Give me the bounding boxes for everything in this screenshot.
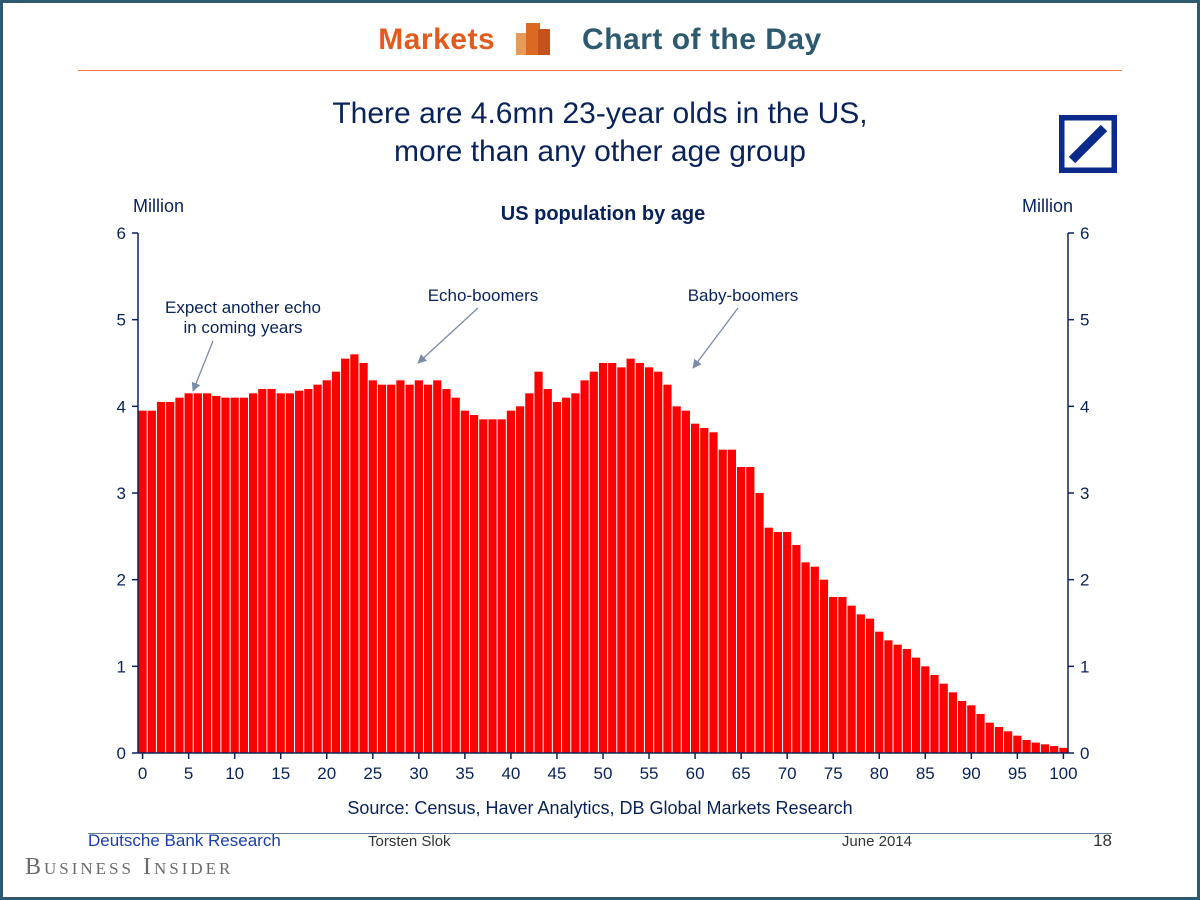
- svg-text:5: 5: [117, 311, 126, 330]
- svg-text:Baby-boomers: Baby-boomers: [688, 286, 799, 305]
- svg-text:20: 20: [317, 764, 336, 783]
- header-left-label: Markets: [378, 23, 495, 56]
- svg-text:2: 2: [117, 571, 126, 590]
- svg-text:6: 6: [1080, 224, 1089, 243]
- bar-chart-icon: [514, 21, 554, 60]
- svg-text:0: 0: [117, 744, 126, 763]
- svg-text:80: 80: [870, 764, 889, 783]
- title-line-2: more than any other age group: [3, 133, 1197, 171]
- population-bar-chart: US population by ageMillionMillion001122…: [88, 198, 1118, 798]
- svg-text:4: 4: [117, 397, 126, 416]
- svg-text:0: 0: [138, 764, 147, 783]
- chart-main-title: There are 4.6mn 23-year olds in the US, …: [3, 95, 1197, 170]
- footer-page-number: 18: [1093, 831, 1112, 851]
- svg-text:25: 25: [363, 764, 382, 783]
- svg-text:65: 65: [732, 764, 751, 783]
- deutsche-bank-logo-icon: [1059, 115, 1117, 178]
- svg-text:5: 5: [1080, 311, 1089, 330]
- svg-text:50: 50: [594, 764, 613, 783]
- svg-text:35: 35: [455, 764, 474, 783]
- header-right-label: Chart of the Day: [582, 23, 822, 56]
- footer-author: Torsten Slok: [368, 833, 451, 850]
- svg-text:1: 1: [1080, 657, 1089, 676]
- svg-text:Million: Million: [133, 198, 184, 216]
- title-line-1: There are 4.6mn 23-year olds in the US,: [3, 95, 1197, 133]
- svg-text:2: 2: [1080, 571, 1089, 590]
- svg-text:0: 0: [1080, 744, 1089, 763]
- svg-text:85: 85: [916, 764, 935, 783]
- chart-frame: Markets Chart of the Day There are 4.6mn…: [0, 0, 1200, 900]
- svg-text:55: 55: [640, 764, 659, 783]
- header-divider: [78, 70, 1122, 71]
- svg-text:70: 70: [778, 764, 797, 783]
- svg-text:10: 10: [225, 764, 244, 783]
- svg-text:6: 6: [117, 224, 126, 243]
- svg-text:100: 100: [1049, 764, 1077, 783]
- svg-text:40: 40: [501, 764, 520, 783]
- svg-text:in coming years: in coming years: [183, 318, 302, 337]
- svg-text:60: 60: [686, 764, 705, 783]
- svg-text:45: 45: [547, 764, 566, 783]
- header: Markets Chart of the Day: [3, 3, 1197, 60]
- svg-text:30: 30: [409, 764, 428, 783]
- svg-text:3: 3: [1080, 484, 1089, 503]
- svg-text:95: 95: [1008, 764, 1027, 783]
- footer: Deutsche Bank Research Torsten Slok June…: [88, 831, 1112, 851]
- svg-text:1: 1: [117, 657, 126, 676]
- svg-text:15: 15: [271, 764, 290, 783]
- svg-text:3: 3: [117, 484, 126, 503]
- svg-text:Million: Million: [1022, 198, 1073, 216]
- svg-text:Echo-boomers: Echo-boomers: [428, 286, 539, 305]
- svg-text:Expect another echo: Expect another echo: [165, 298, 321, 317]
- svg-text:5: 5: [184, 764, 193, 783]
- svg-text:US population by age: US population by age: [501, 203, 705, 225]
- svg-text:75: 75: [824, 764, 843, 783]
- svg-text:90: 90: [962, 764, 981, 783]
- chart-area: US population by ageMillionMillion001122…: [88, 198, 1118, 803]
- svg-text:4: 4: [1080, 397, 1089, 416]
- footer-date: June 2014: [842, 833, 912, 850]
- source-citation: Source: Census, Haver Analytics, DB Glob…: [3, 798, 1197, 819]
- business-insider-brand: Business Insider: [25, 854, 233, 881]
- footer-org: Deutsche Bank Research: [88, 831, 281, 850]
